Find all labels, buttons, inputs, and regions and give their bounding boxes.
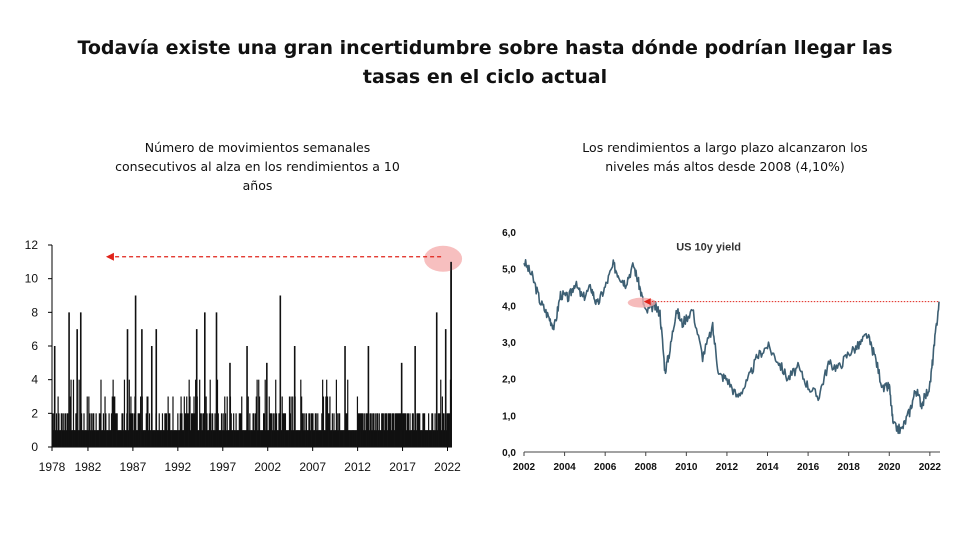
y-tick-label: 12	[25, 238, 39, 252]
x-tick-label: 2008	[635, 462, 658, 473]
left-chart-title-line-2: consecutivos al alza en los rendimientos…	[115, 159, 400, 174]
y-tick-label: 0,0	[502, 448, 516, 459]
x-tick-label: 1982	[75, 460, 102, 474]
left-chart-title: Número de movimientos semanales consecut…	[95, 138, 420, 195]
x-tick-label: 2016	[797, 462, 820, 473]
x-tick-label: 1978	[39, 460, 66, 474]
series-title: US 10y yield	[676, 242, 741, 254]
x-tick-label: 2006	[594, 462, 617, 473]
slide-title-line-2: tasas en el ciclo actual	[362, 66, 608, 88]
arrow-head	[105, 252, 114, 261]
left-bar-chart: 0 2 4 6 8 10 12 1978 1982 1987 1992 1997 2002 2007 201…	[25, 238, 463, 474]
x-tick-label: 2012	[344, 460, 371, 474]
slide-title: Todavía existe una gran incertidumbre so…	[60, 34, 910, 92]
x-tick-label: 2004	[553, 462, 576, 473]
x-tick-label: 2022	[919, 462, 942, 473]
highlight-circle	[424, 245, 463, 272]
y-tick-label: 4	[31, 373, 38, 387]
highlight-ellipse	[627, 297, 656, 308]
y-tick-label: 5,0	[502, 265, 516, 276]
left-chart-title-line-1: Número de movimientos semanales	[144, 140, 371, 155]
arrow-head	[643, 298, 651, 306]
x-tick-label: 2010	[675, 462, 698, 473]
yield-line	[523, 259, 940, 435]
x-tick-label: 2002	[254, 460, 281, 474]
y-tick-label: 10	[25, 272, 39, 286]
x-tick-label: 1997	[209, 460, 236, 474]
y-tick-label: 2,0	[502, 375, 516, 386]
slide-title-line-1: Todavía existe una gran incertidumbre so…	[77, 37, 893, 59]
x-tick-label: 2017	[389, 460, 416, 474]
x-tick-label: 1992	[164, 460, 191, 474]
right-chart-title-line-2: niveles más altos desde 2008 (4,10%)	[605, 159, 845, 174]
right-line-chart: 0,0 1,0 2,0 3,0 4,0 5,0 6,0 2002 2004 2006 2008 201…	[502, 228, 942, 473]
x-tick-label: 2014	[756, 462, 779, 473]
x-tick-label: 2018	[838, 462, 861, 473]
y-tick-label: 6,0	[502, 228, 516, 239]
y-tick-label: 0	[31, 440, 38, 454]
y-tick-label: 8	[31, 305, 38, 319]
x-tick-label: 2022	[434, 460, 461, 474]
x-tick-label: 2002	[513, 462, 536, 473]
y-tick-label: 4,0	[502, 301, 516, 312]
y-tick-label: 3,0	[502, 338, 516, 349]
y-tick-label: 2	[31, 406, 38, 420]
x-tick-label: 2012	[716, 462, 739, 473]
y-tick-label: 6	[31, 339, 38, 353]
y-tick-label: 1,0	[502, 411, 516, 422]
x-tick-label: 2007	[299, 460, 326, 474]
x-tick-label: 2020	[878, 462, 901, 473]
right-chart-title-line-1: Los rendimientos a largo plazo alcanzaro…	[582, 140, 868, 155]
x-tick-label: 1987	[120, 460, 147, 474]
right-chart-title: Los rendimientos a largo plazo alcanzaro…	[555, 138, 895, 176]
left-chart-title-line-3: años	[242, 178, 273, 193]
